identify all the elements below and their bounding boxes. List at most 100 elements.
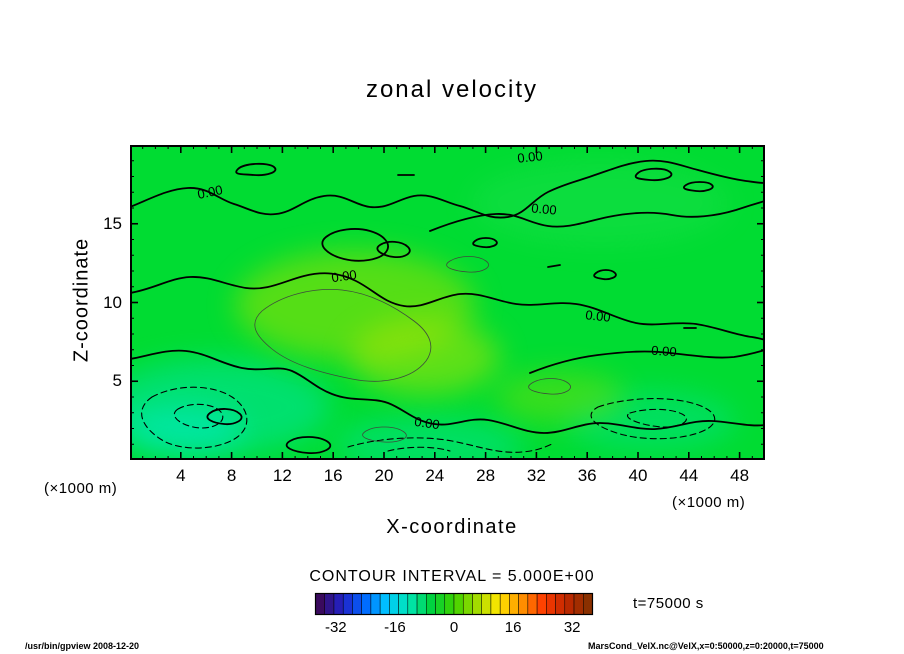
contour-value-label: 0.00 bbox=[516, 148, 544, 166]
colorbar-segment bbox=[499, 593, 510, 615]
colorbar-segment bbox=[536, 593, 547, 615]
contour-value-label: 0.00 bbox=[530, 200, 558, 218]
colorbar-segment bbox=[370, 593, 381, 615]
colorbar-tick-label: 0 bbox=[449, 619, 459, 636]
contour-line-dashed bbox=[173, 403, 224, 429]
contour-plot-canvas bbox=[130, 145, 765, 460]
contour-line-thick bbox=[634, 167, 673, 182]
contour-line-thick bbox=[130, 272, 765, 341]
x-tick-label: 28 bbox=[476, 466, 496, 485]
x-tick-label: 32 bbox=[526, 466, 546, 485]
contour-line-thick bbox=[130, 159, 765, 219]
colorbar-segment bbox=[352, 593, 362, 615]
footer-source-text: MarsCond_VelX.nc@VelX,x=0:50000,z=0:2000… bbox=[588, 641, 824, 651]
contour-lines bbox=[130, 159, 765, 454]
contour-line-thick bbox=[130, 349, 765, 434]
colorbar-segment bbox=[361, 593, 372, 615]
contour-line-thin bbox=[446, 256, 489, 273]
colorbar-segment bbox=[546, 593, 556, 615]
contour-line-dashed bbox=[347, 437, 555, 453]
colorbar-segment bbox=[472, 593, 482, 615]
x-tick-label: 12 bbox=[272, 466, 292, 485]
contour-line-thick bbox=[206, 408, 243, 426]
x-tick-label: 40 bbox=[628, 466, 648, 485]
x-axis-title: X-coordinate bbox=[386, 516, 518, 538]
field-patch bbox=[470, 161, 730, 245]
time-annotation: t=75000 s bbox=[633, 595, 704, 612]
colorbar-segment bbox=[324, 593, 335, 615]
field-patch bbox=[495, 371, 625, 423]
plot-title: zonal velocity bbox=[365, 76, 539, 103]
colorbar-tick-label: 32 bbox=[563, 619, 581, 636]
contour-line-thick bbox=[285, 436, 332, 454]
contour-value-label: 0.00 bbox=[584, 307, 612, 325]
colorbar-segment bbox=[509, 593, 519, 615]
colorbar-segment bbox=[462, 593, 473, 615]
colorbar-segment bbox=[564, 593, 575, 615]
contour-value-label: 0.00 bbox=[650, 342, 678, 360]
y-tick-label: 15 bbox=[103, 213, 122, 233]
x-tick-label: 8 bbox=[226, 466, 237, 485]
colorbar-segment bbox=[398, 593, 409, 615]
colorbar-tick-label: 16 bbox=[504, 619, 522, 636]
x-tick-label: 20 bbox=[374, 466, 394, 485]
colorbar-segment bbox=[416, 593, 427, 615]
x-tick-label: 44 bbox=[679, 466, 699, 485]
velocity-field-shading bbox=[130, 145, 765, 460]
field-patch bbox=[350, 319, 500, 395]
x-tick-label: 36 bbox=[577, 466, 597, 485]
contour-line-thin bbox=[254, 289, 432, 382]
contour-line-dashed bbox=[590, 398, 716, 440]
field-patch bbox=[130, 404, 244, 456]
contour-line-dashed bbox=[387, 446, 451, 452]
colorbar-segment bbox=[407, 593, 418, 615]
contour-line-thick bbox=[472, 237, 498, 249]
x-tick-label: 4 bbox=[176, 466, 186, 485]
colorbar-segment bbox=[555, 593, 566, 615]
colorbar-segment bbox=[435, 593, 446, 615]
contour-line-thick bbox=[321, 228, 389, 262]
colorbar-segment bbox=[333, 593, 344, 615]
contour-line-thick bbox=[683, 181, 714, 193]
contour-line-thick bbox=[529, 349, 765, 374]
colorbar-segment bbox=[583, 593, 593, 615]
contour-line-dashed bbox=[141, 386, 248, 449]
x-axis-unit-label: (×1000 m) bbox=[672, 494, 746, 511]
contour-interval-text: CONTOUR INTERVAL = 5.000E+00 bbox=[309, 568, 595, 585]
colorbar-segment bbox=[426, 593, 436, 615]
contour-line-thick bbox=[376, 240, 411, 259]
footer-command-text: /usr/bin/gpview 2008-12-20 bbox=[25, 641, 140, 651]
contour-line-thick bbox=[547, 264, 561, 268]
colorbar-segment bbox=[379, 593, 390, 615]
contour-value-label: 0.00 bbox=[330, 266, 358, 286]
colorbar-segment bbox=[518, 593, 529, 615]
y-tick-label: 10 bbox=[103, 292, 122, 312]
colorbar-tick-label: -16 bbox=[384, 619, 406, 636]
colorbar-segment bbox=[573, 593, 584, 615]
colorbar-segment bbox=[389, 593, 399, 615]
contour-line-thick bbox=[429, 200, 765, 232]
contour-labels-layer: 0.00 0.00 0.00 0.00 0.00 0.00 0.00 bbox=[130, 145, 765, 460]
y-tick-label: 5 bbox=[112, 371, 122, 391]
colorbar-segment bbox=[527, 593, 538, 615]
colorbar-segment bbox=[481, 593, 492, 615]
colorbar-segment bbox=[342, 593, 353, 615]
contour-line-thick bbox=[593, 269, 617, 281]
contour-value-label: 0.00 bbox=[196, 182, 224, 202]
plot-frame bbox=[130, 145, 765, 460]
colorbar-segment bbox=[444, 593, 455, 615]
colorbar-segment bbox=[453, 593, 464, 615]
colorbar-segment bbox=[490, 593, 501, 615]
colorbar-tick-label: -32 bbox=[324, 619, 347, 636]
contour-line-dashed bbox=[627, 408, 687, 428]
contour-value-label: 0.00 bbox=[413, 413, 441, 433]
contour-line-thick bbox=[235, 162, 277, 177]
colorbar-segment bbox=[315, 593, 325, 615]
colorbar bbox=[314, 592, 594, 616]
contour-line-thin bbox=[528, 378, 571, 395]
contour-line-thin bbox=[362, 426, 407, 443]
x-tick-label: 24 bbox=[425, 466, 445, 485]
colorbar-frame bbox=[314, 592, 594, 616]
x-tick-label: 48 bbox=[730, 466, 750, 485]
y-axis-unit-label: (×1000 m) bbox=[44, 480, 118, 497]
